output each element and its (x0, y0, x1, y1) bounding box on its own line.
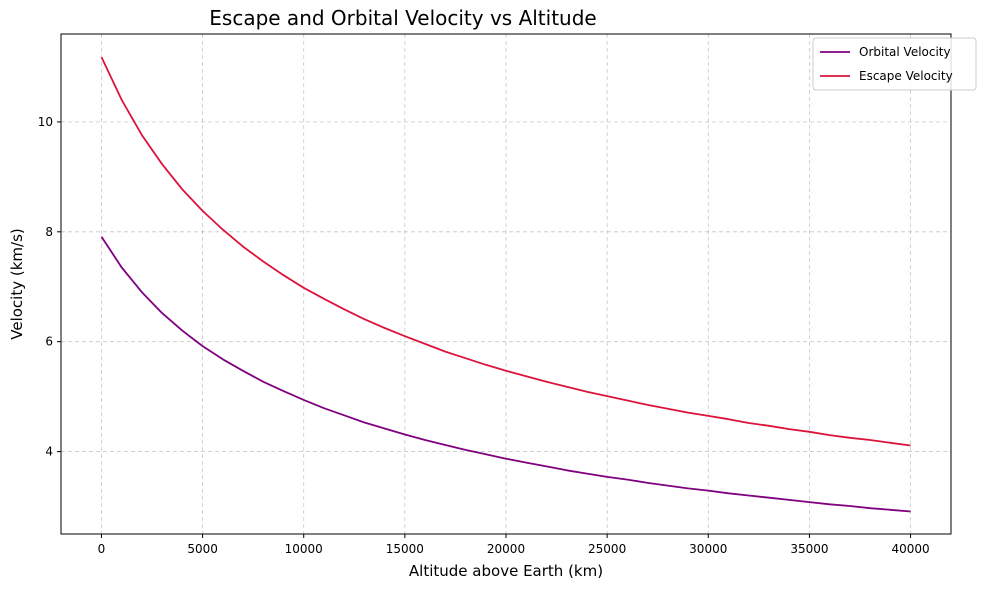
legend-label-escape-velocity: Escape Velocity (859, 69, 953, 83)
chart-title: Escape and Orbital Velocity vs Altitude (209, 6, 596, 30)
x-tick-label: 30000 (689, 542, 727, 556)
x-tick-label: 35000 (790, 542, 828, 556)
legend: Orbital Velocity Escape Velocity (812, 37, 977, 91)
y-tick-label: 10 (38, 115, 53, 129)
x-tick-label: 15000 (386, 542, 424, 556)
legend-label-orbital-velocity: Orbital Velocity (859, 45, 951, 59)
x-axis-label: Altitude above Earth (km) (409, 562, 603, 580)
x-tick-label: 40000 (891, 542, 929, 556)
series-line-orbital-velocity (100, 236, 911, 513)
axis-ticks: 0 5000 10000 15000 20000 25000 30000 35000 40000… (38, 115, 930, 556)
legend-box (812, 37, 977, 91)
y-tick-label: 8 (45, 225, 53, 239)
x-tick-label: 25000 (588, 542, 626, 556)
x-tick-label: 20000 (487, 542, 525, 556)
x-tick-label: 5000 (187, 542, 218, 556)
y-tick-label: 4 (45, 445, 53, 459)
y-tick-label: 6 (45, 335, 53, 349)
x-tick-label: 0 (98, 542, 106, 556)
series-line-escape-velocity (100, 56, 911, 447)
y-axis-label: Velocity (km/s) (8, 228, 26, 339)
grid (61, 34, 951, 534)
x-tick-label: 10000 (285, 542, 323, 556)
series-lines (100, 56, 911, 513)
